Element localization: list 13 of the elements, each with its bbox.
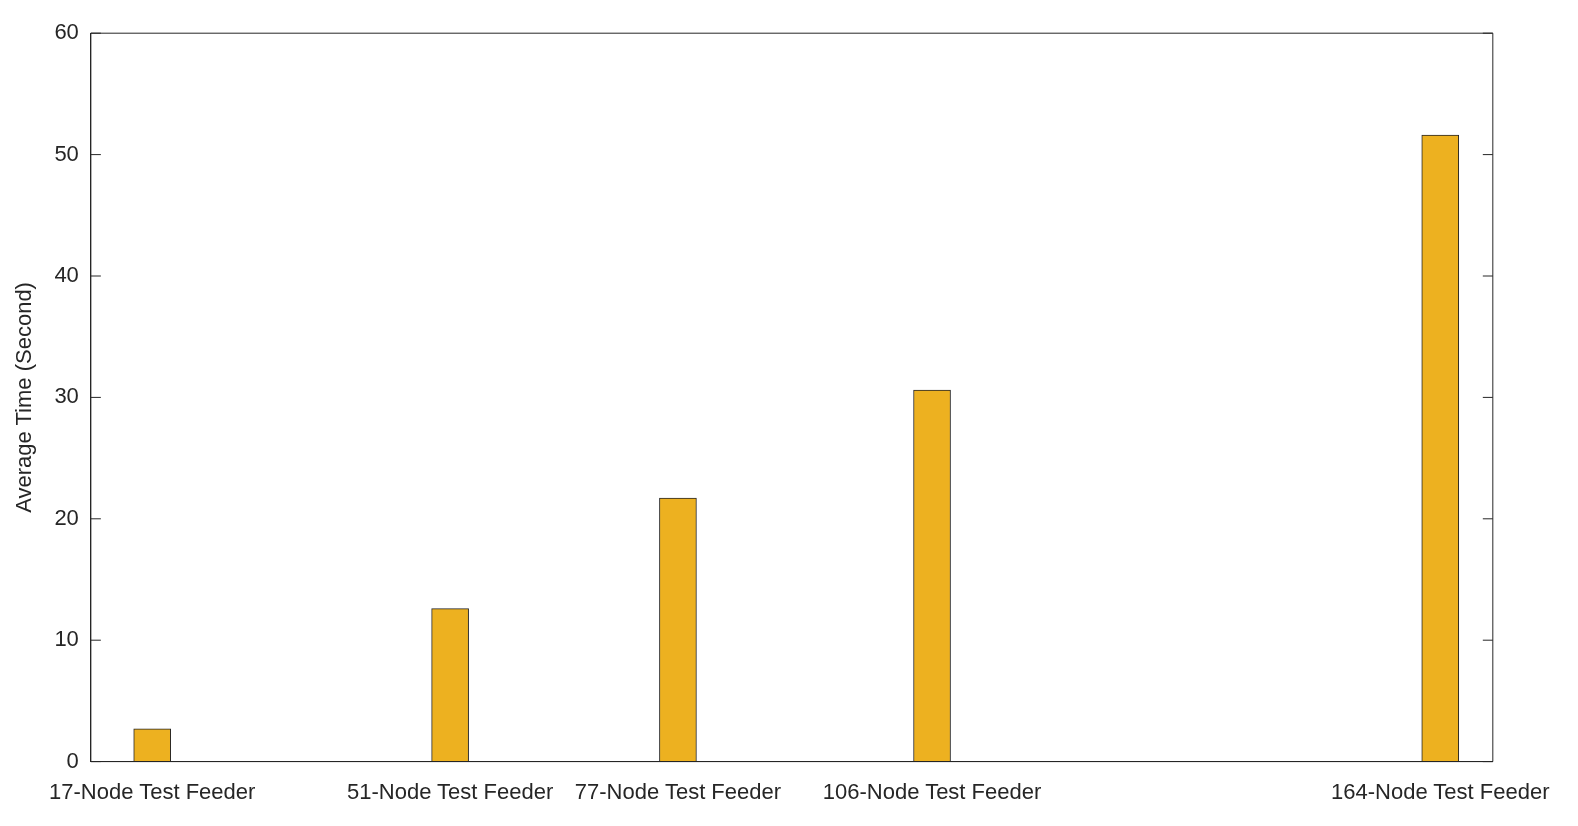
y-tick-label: 40	[54, 262, 79, 288]
x-tick-label: 77-Node Test Feeder	[574, 778, 782, 804]
y-tick-label: 10	[54, 626, 79, 652]
y-axis-title: Average Time (Second)	[11, 282, 37, 513]
y-tick-label: 60	[54, 19, 79, 45]
x-tick-label: 51-Node Test Feeder	[346, 778, 554, 804]
x-tick-label: 17-Node Test Feeder	[49, 778, 256, 804]
x-tick-label: 164-Node Test Feeder	[1330, 778, 1550, 804]
y-tick-label: 0	[66, 747, 79, 773]
y-tick-label: 20	[54, 504, 79, 530]
y-tick-label: 30	[54, 383, 79, 409]
x-tick-label: 106-Node Test Feeder	[822, 778, 1042, 804]
y-tick-label: 50	[54, 140, 79, 166]
